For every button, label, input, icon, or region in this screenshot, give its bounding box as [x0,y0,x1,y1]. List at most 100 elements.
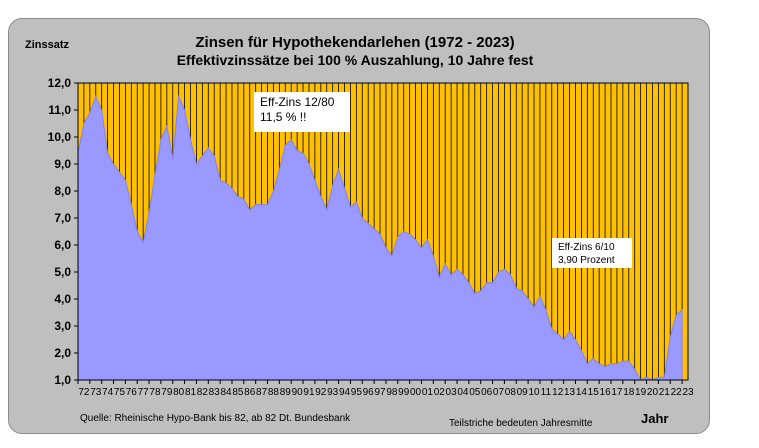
data-point [503,268,506,270]
data-point [515,287,517,289]
chart-subtitle: Effektivzinssätze bei 100 % Auszahlung, … [176,52,534,68]
data-point [634,368,636,370]
data-point [657,376,659,378]
data-point [521,290,523,292]
data-point [255,203,257,206]
x-tick-label: 16 [600,387,612,398]
data-point [373,228,375,230]
data-point [444,263,446,265]
x-tick-label: 20 [647,387,659,398]
data-point [142,241,144,243]
y-tick-label: 6,0 [54,238,71,252]
data-point [237,195,239,197]
data-point [136,230,138,233]
data-point [480,290,482,292]
data-point [124,179,126,181]
data-point [379,233,381,235]
x-tick-label: 98 [386,387,398,398]
annotation-text: 11,5 % !! [260,110,306,124]
x-tick-label: 17 [611,387,623,398]
x-tick-label: 06 [481,387,493,398]
annotation-background [254,92,350,132]
data-point [568,330,571,332]
data-point [160,139,162,141]
data-point [302,152,304,154]
y-tick-label: 7,0 [54,211,71,225]
x-tick-label: 72 [78,387,90,398]
x-tick-label: 77 [138,387,150,398]
data-point [326,209,328,211]
data-point [622,360,624,362]
data-point [414,239,417,241]
annotation-text: Eff-Zins 12/80 [260,95,335,109]
x-tick-label: 22 [671,387,683,398]
data-point [669,336,671,338]
data-point [598,363,600,365]
data-point [355,201,357,203]
x-tick-label: 11 [541,387,552,398]
data-point [207,147,209,149]
data-point [249,209,251,211]
x-axis: 72 73 74 75 76 77 78 79 80 81 82 83 84 85 86 87 88 89 90 91… [77,380,694,398]
chart-title: Zinsen für Hypothekendarlehen (1972 - 20… [195,34,515,51]
y-axis: 1,0 2,0 3,0 4,0 5,0 6,0 7,0 8,0 9,0 10,0 11,0 12,0 [48,76,78,387]
data-point [231,187,233,189]
data-point [539,295,541,297]
data-point [468,282,470,284]
x-tick-label: 78 [149,387,161,398]
annotation-background [552,238,632,268]
data-point [580,349,582,351]
data-point [551,328,553,330]
data-point [432,255,434,257]
data-point [403,230,405,233]
annotation-text: 3,90 Prozent [558,255,615,266]
x-tick-label: 07 [493,387,505,398]
x-tick-label: 96 [363,387,375,398]
x-tick-label: 92 [315,387,327,398]
x-tick-label: 02 [434,387,446,398]
data-point [154,174,156,176]
x-tick-label: 04 [457,387,469,398]
x-tick-label: 05 [469,387,481,398]
x-tick-label: 23 [682,387,694,398]
data-point [592,357,594,359]
data-point [148,212,150,214]
y-tick-label: 11,0 [48,103,71,117]
x-tick-label: 90 [292,387,304,398]
data-point [178,95,180,98]
annotation-text: Eff-Zins 6/10 [558,242,615,253]
data-point [343,187,346,189]
data-point [112,163,115,165]
x-tick-label: 84 [220,387,232,398]
data-point [663,376,665,378]
data-point [260,203,263,206]
data-point [456,268,458,270]
data-point [225,182,227,184]
x-tick-label: 93 [327,387,339,398]
x-tick-label: 73 [90,387,102,398]
y-tick-label: 10,0 [48,130,72,144]
x-tick-label: 87 [256,387,268,398]
data-point [563,338,565,341]
x-tick-label: 00 [410,387,422,398]
x-tick-label: 08 [505,387,517,398]
data-point [95,95,97,98]
data-point [681,309,683,311]
y-tick-label: 5,0 [54,265,71,279]
x-tick-label: 91 [303,387,315,398]
data-point [195,163,198,165]
y-tick-label: 3,0 [54,319,71,333]
data-point [557,333,559,335]
data-point [610,363,612,365]
data-point [130,203,132,206]
data-point [533,306,535,308]
data-point [219,179,221,181]
x-tick-label: 89 [280,387,292,398]
tick-note: Teilstriche bedeuten Jahresmitte [449,418,593,429]
data-point [284,144,286,146]
data-point [201,155,203,157]
data-point [349,206,352,208]
data-point [83,122,85,125]
y-tick-label: 1,0 [54,373,71,387]
